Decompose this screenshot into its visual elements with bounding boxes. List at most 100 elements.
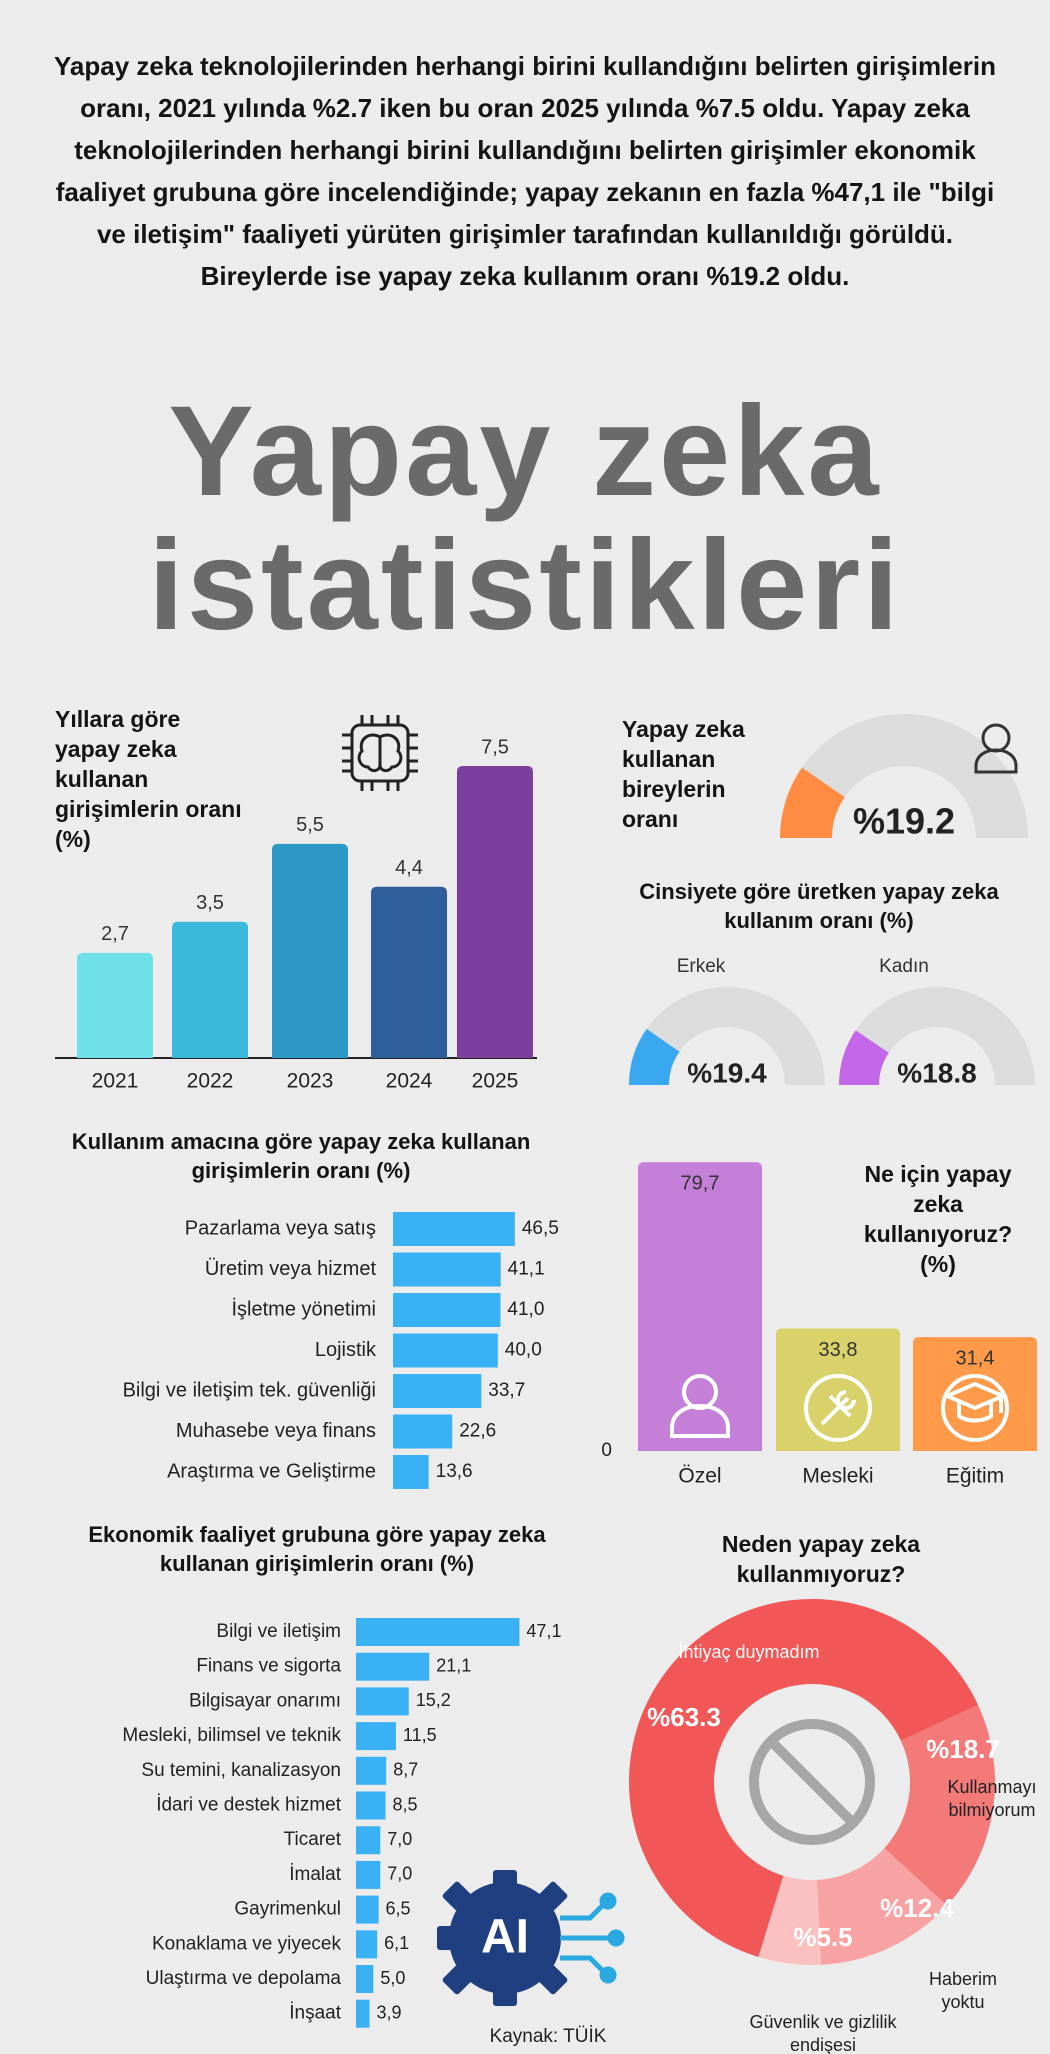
- value-label: 7,0: [387, 1864, 412, 1884]
- x-tick-label: 2022: [187, 1070, 234, 1093]
- gauge-track: [780, 714, 1028, 838]
- value-label: 33,8: [819, 1339, 858, 1361]
- bar: [356, 1791, 386, 1820]
- category-label: Bilgi ve iletişim tek. güvenliği: [123, 1379, 376, 1401]
- value-label: 46,5: [522, 1218, 559, 1239]
- category-label: İşletme yönetimi: [232, 1297, 377, 1320]
- category-label: İmalat: [289, 1864, 341, 1885]
- bar: [356, 1999, 370, 2028]
- chart-title: Yıllara göre yapay zeka kullanan girişim…: [55, 706, 242, 852]
- category-label: Bilgi ve iletişim: [216, 1621, 341, 1642]
- x-tick-label: 2021: [92, 1070, 139, 1093]
- bar: [393, 1293, 501, 1327]
- no-icon: [749, 1719, 875, 1845]
- bar: [356, 1652, 430, 1681]
- bar: [272, 843, 348, 1058]
- x-tick-label: Özel: [678, 1465, 721, 1488]
- bar: [913, 1337, 1037, 1451]
- bar: [356, 1687, 409, 1716]
- chart-title: Ne için yapay zeka kullanıyoruz? (%): [863, 1161, 1013, 1277]
- value-label: 47,1: [526, 1621, 561, 1641]
- slice: [758, 1875, 822, 1966]
- category-label: Üretim veya hizmet: [205, 1258, 377, 1280]
- value-label: 15,2: [416, 1690, 451, 1710]
- bar: [356, 1860, 381, 1889]
- category-label: Kullanmayı bilmiyorum: [947, 1777, 1037, 1821]
- gauge-track: [629, 987, 825, 1085]
- slice: [628, 1599, 978, 1958]
- value-label: %18.8: [897, 1057, 976, 1088]
- bar: [371, 886, 447, 1058]
- category-label: Erkek: [677, 956, 726, 977]
- gauge-track: [839, 987, 1035, 1085]
- y-tick-label: 0: [601, 1440, 612, 1461]
- value-label: 2,7: [101, 923, 129, 945]
- value-label: 33,7: [488, 1380, 525, 1401]
- category-label: Kadın: [879, 956, 929, 977]
- intro-text: Yapay zeka teknolojilerinden herhangi bi…: [54, 51, 996, 291]
- ai-logo: AI: [437, 1870, 625, 2006]
- category-label: Lojistik: [315, 1339, 377, 1361]
- bar: [457, 766, 533, 1058]
- category-label: İdari ve destek hizmet: [156, 1795, 342, 1816]
- value-label: 6,5: [386, 1898, 411, 1918]
- category-label: Su temini, kanalizasyon: [141, 1760, 341, 1781]
- person-icon: [974, 723, 1018, 774]
- value-label: 41,0: [507, 1299, 544, 1320]
- bar: [356, 1618, 520, 1646]
- value-label: 5,0: [380, 1968, 405, 1988]
- bar: [356, 1965, 374, 1993]
- category-label: Pazarlama veya satış: [185, 1217, 376, 1239]
- value-label: 13,6: [436, 1461, 473, 1482]
- slice: [884, 1704, 995, 1906]
- bar: [356, 1930, 378, 1959]
- value-label: 3,5: [196, 892, 224, 914]
- category-label: Haberim yoktu: [928, 1969, 998, 2013]
- bar: [393, 1455, 429, 1489]
- category-label: Finans ve sigorta: [196, 1656, 341, 1677]
- value-label: 11,5: [403, 1725, 437, 1745]
- value-label: 79,7: [681, 1172, 720, 1194]
- x-tick-label: 2024: [386, 1070, 433, 1093]
- bar: [77, 952, 153, 1058]
- category-label: Muhasebe veya finans: [176, 1420, 376, 1442]
- value-label: 7,0: [387, 1829, 412, 1849]
- value-label: 22,6: [459, 1421, 496, 1442]
- chart-title: Ekonomik faaliyet grubuna göre yapay zek…: [88, 1522, 546, 1576]
- category-label: Ulaştırma ve depolama: [146, 1968, 342, 1989]
- headline: Yapay zeka istatistikleri: [148, 380, 902, 657]
- category-label: Konaklama ve yiyecek: [152, 1933, 342, 1954]
- chart-title: Kullanım amacına göre yapay zeka kullana…: [71, 1129, 531, 1183]
- gauge-value: [629, 1028, 680, 1085]
- bar-icons: [670, 1374, 1009, 1442]
- bar: [393, 1333, 498, 1368]
- value-label: 4,4: [395, 857, 423, 879]
- value-label: 3,9: [377, 2002, 402, 2022]
- value-label: 8,5: [392, 1794, 417, 1814]
- bar: [356, 1826, 381, 1855]
- value-label: %12.4: [880, 1893, 954, 1923]
- bar: [638, 1162, 762, 1451]
- value-label: 7,5: [481, 736, 509, 758]
- slice: [816, 1848, 947, 1965]
- category-label: Araştırma ve Geliştirme: [167, 1460, 376, 1482]
- bar: [393, 1414, 453, 1449]
- bar: [356, 1895, 379, 1924]
- source: Kaynak: TÜİK: [490, 2026, 607, 2047]
- bar: [356, 1722, 396, 1751]
- bar: [393, 1374, 482, 1408]
- category-label: Bilgisayar onarımı: [189, 1690, 341, 1711]
- value-label: %63.3: [647, 1702, 721, 1732]
- x-tick-label: Eğitim: [946, 1465, 1004, 1488]
- chart-title: Neden yapay zeka kullanmıyoruz?: [721, 1531, 921, 1587]
- bar: [356, 1756, 387, 1785]
- x-tick-label: 2025: [472, 1070, 519, 1093]
- chart-title: Cinsiyete göre üretken yapay zeka kullan…: [639, 879, 999, 933]
- value-label: %19.4: [687, 1057, 767, 1088]
- value-label: %5.5: [793, 1922, 852, 1952]
- value-label: 6,1: [384, 1933, 409, 1953]
- value-label: 31,4: [956, 1347, 995, 1369]
- category-label: Mesleki, bilimsel ve teknik: [122, 1725, 341, 1746]
